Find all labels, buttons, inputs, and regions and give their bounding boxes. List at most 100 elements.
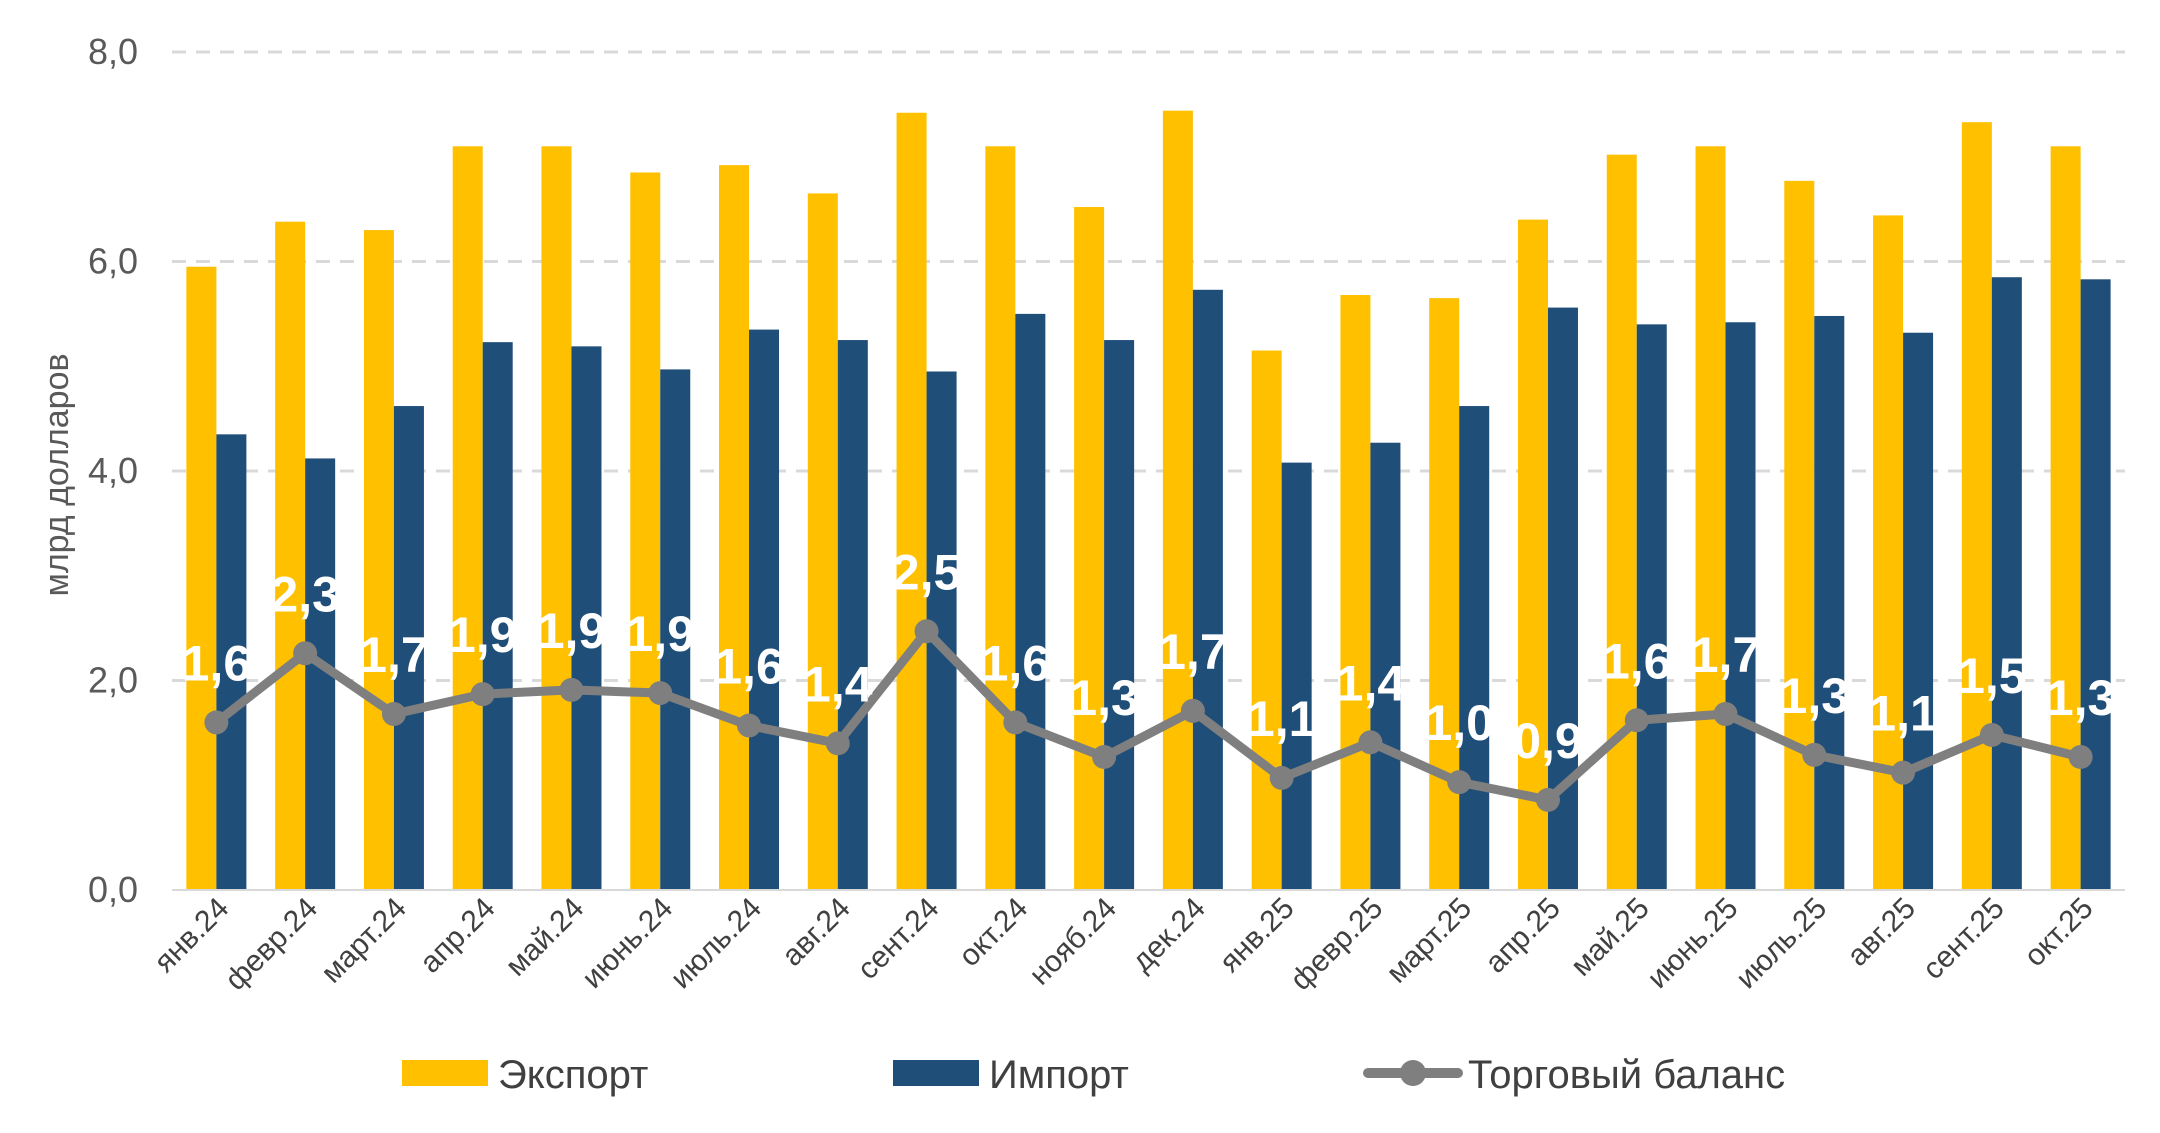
legend-label-import: Импорт (989, 1053, 1129, 1097)
bar-export (1074, 207, 1105, 890)
balance-marker (2068, 744, 2093, 769)
balance-line (204, 619, 2093, 812)
balance-data-label: 1,1 (1247, 691, 1317, 747)
legend-item-export: Экспорт (402, 1053, 648, 1097)
bar-import (1991, 277, 2022, 890)
balance-marker (648, 681, 673, 706)
balance-marker (381, 702, 406, 727)
bar-export (1961, 122, 1992, 891)
legend: Экспорт Импорт Торговый баланс (402, 1053, 1785, 1097)
balance-marker (1092, 744, 1117, 769)
bar-export (1517, 219, 1548, 891)
balance-marker (1269, 765, 1294, 790)
y-tick-label: 2,0 (88, 660, 138, 701)
balance-marker (1180, 698, 1205, 723)
y-tick-label: 0,0 (88, 869, 138, 910)
bar-export (1695, 146, 1726, 890)
y-axis-label: млрд долларов (38, 353, 76, 596)
x-tick-label: апр.25 (1479, 892, 1567, 980)
bar-export (541, 146, 572, 890)
legend-marker-balance (1400, 1060, 1426, 1086)
bar-import (216, 434, 247, 890)
balance-marker (559, 677, 584, 702)
x-tick-label: февр.25 (1284, 892, 1389, 997)
bar-import (1903, 332, 1934, 891)
bar-export (186, 266, 217, 890)
balance-data-label: 1,9 (625, 606, 695, 662)
x-tick-label: июль.25 (1730, 892, 1834, 996)
bar-import (1281, 462, 1312, 890)
balance-data-label: 1,4 (803, 656, 873, 712)
x-tick-label: март.24 (315, 892, 413, 990)
x-tick-label: май.24 (499, 892, 590, 983)
balance-data-label: 1,3 (1069, 670, 1139, 726)
balance-marker (1802, 742, 1827, 767)
bar-import (1725, 322, 1756, 890)
bar-export (896, 112, 927, 890)
bar-import (1459, 406, 1490, 890)
x-tick-label: авг.24 (776, 892, 857, 973)
balance-data-label: 2,3 (270, 566, 340, 622)
bar-import (2080, 279, 2111, 890)
x-tick-label: сент.24 (851, 892, 945, 986)
balance-data-label: 1,6 (182, 635, 252, 691)
balance-marker (737, 713, 762, 738)
balance-marker (825, 731, 850, 756)
bar-export (985, 146, 1016, 890)
bar-import (482, 342, 513, 891)
bar-export (719, 165, 750, 890)
y-tick-label: 8,0 (88, 31, 138, 72)
bar-import (1015, 313, 1046, 890)
bar-export (2050, 146, 2081, 890)
legend-label-balance: Торговый баланс (1468, 1053, 1785, 1097)
x-tick-label: сент.25 (1916, 892, 2010, 986)
bar-export (807, 193, 838, 891)
bar-export (1251, 350, 1282, 891)
bar-import (1814, 315, 1845, 891)
balance-marker (1447, 770, 1472, 795)
x-tick-label: май.25 (1565, 892, 1656, 983)
y-axis-ticks: 0,0 2,0 4,0 6,0 8,0 (88, 31, 138, 910)
bar-import (660, 369, 691, 891)
bar-export (1873, 215, 1904, 890)
x-tick-label: янв.24 (148, 892, 235, 979)
balance-data-label: 1,0 (1424, 695, 1494, 751)
balance-marker (1979, 722, 2004, 747)
balance-data-label: 1,4 (1336, 655, 1406, 711)
x-tick-label: июль.24 (664, 892, 768, 996)
x-tick-label: окт.24 (953, 892, 1035, 974)
bar-import (393, 406, 424, 890)
x-tick-label: дек.24 (1126, 892, 1212, 978)
balance-marker (1624, 708, 1649, 733)
x-tick-label: июнь.24 (576, 892, 679, 995)
balance-marker (1003, 710, 1028, 735)
y-tick-label: 6,0 (88, 241, 138, 282)
bar-export (1606, 154, 1637, 890)
bar-import (1636, 324, 1667, 891)
bar-export (275, 221, 306, 890)
x-tick-label: нояб.24 (1023, 892, 1123, 992)
balance-marker (1535, 787, 1560, 812)
x-tick-label: авг.25 (1841, 892, 1922, 973)
x-tick-label: янв.25 (1213, 892, 1300, 979)
balance-marker (1358, 730, 1383, 755)
balance-data-label: 1,7 (1158, 624, 1228, 680)
legend-item-import: Импорт (893, 1053, 1129, 1097)
balance-data-label: 1,9 (448, 607, 518, 663)
balance-marker (204, 710, 229, 735)
balance-data-label: 2,5 (892, 544, 962, 600)
balance-marker (470, 682, 495, 707)
y-tick-label: 4,0 (88, 450, 138, 491)
bar-export (452, 146, 483, 890)
balance-data-label: 0,9 (1513, 713, 1583, 769)
bar-import (1370, 442, 1401, 890)
bar-export (1429, 298, 1460, 891)
bar-import (749, 329, 780, 890)
balance-data-label: 1,3 (2046, 670, 2116, 726)
bar-export (1784, 180, 1815, 890)
balance-marker (293, 641, 318, 666)
balance-data-label: 1,1 (1868, 686, 1938, 742)
balance-line-path (211, 626, 2086, 805)
balance-data-label: 1,5 (1957, 648, 2027, 704)
